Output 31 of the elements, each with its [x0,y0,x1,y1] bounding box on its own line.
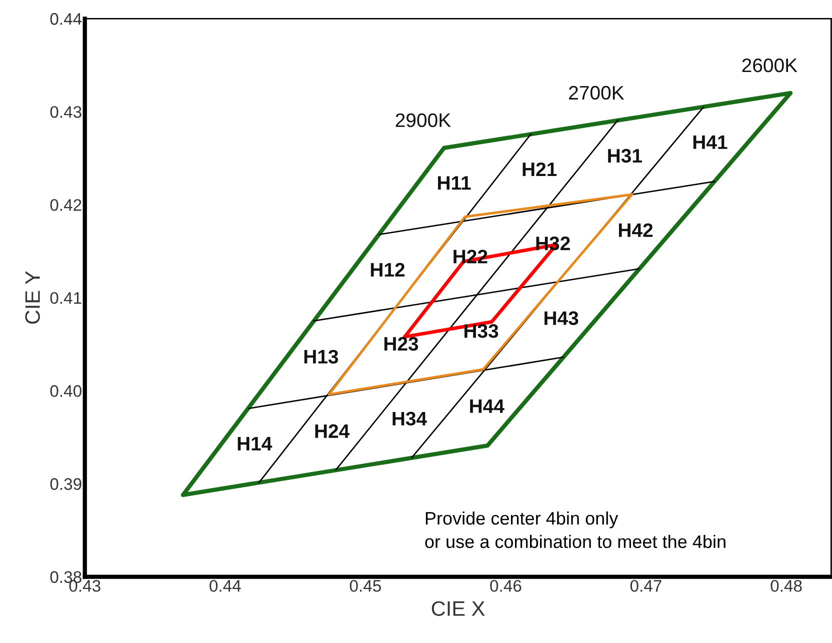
y-tick-label: 0.42 [50,199,82,211]
y-tick-label: 0.39 [50,478,82,490]
y-tick-label: 0.44 [50,13,82,25]
annotation: H12 [370,262,405,276]
y-tick-label: 0.41 [50,292,82,304]
annotation: Provide center 4bin only or use a combination to meet the 4bin [425,511,726,548]
annotation: H43 [544,311,578,326]
annotation: H33 [464,324,498,338]
annotation: 2600K [742,58,798,72]
x-tick-label: 0.48 [770,580,802,592]
annotation: H31 [608,148,642,163]
annotation: 2700K [569,86,624,100]
annotation: H44 [470,399,504,413]
annotation: H24 [315,424,350,438]
x-tick-label: 0.47 [630,580,662,592]
y-tick-label: 0.40 [50,385,82,397]
x-tick-label: 0.45 [350,580,381,592]
x-tick-label: 0.44 [210,580,241,592]
annotation: H13 [304,350,338,364]
x-tick-label: 0.46 [490,580,522,592]
annotation: H42 [618,223,653,237]
y-axis-title: CIE Y [25,271,40,324]
annotation: H11 [438,176,471,190]
x-axis-title: CIE X [432,601,485,616]
annotation: 2900K [396,113,451,128]
y-tick-label: 0.43 [50,106,82,118]
annotation: H41 [693,136,728,149]
annotation: H34 [392,412,427,426]
annotation: H21 [522,162,557,176]
annotation: H14 [238,436,272,450]
annotation: H23 [384,336,418,351]
